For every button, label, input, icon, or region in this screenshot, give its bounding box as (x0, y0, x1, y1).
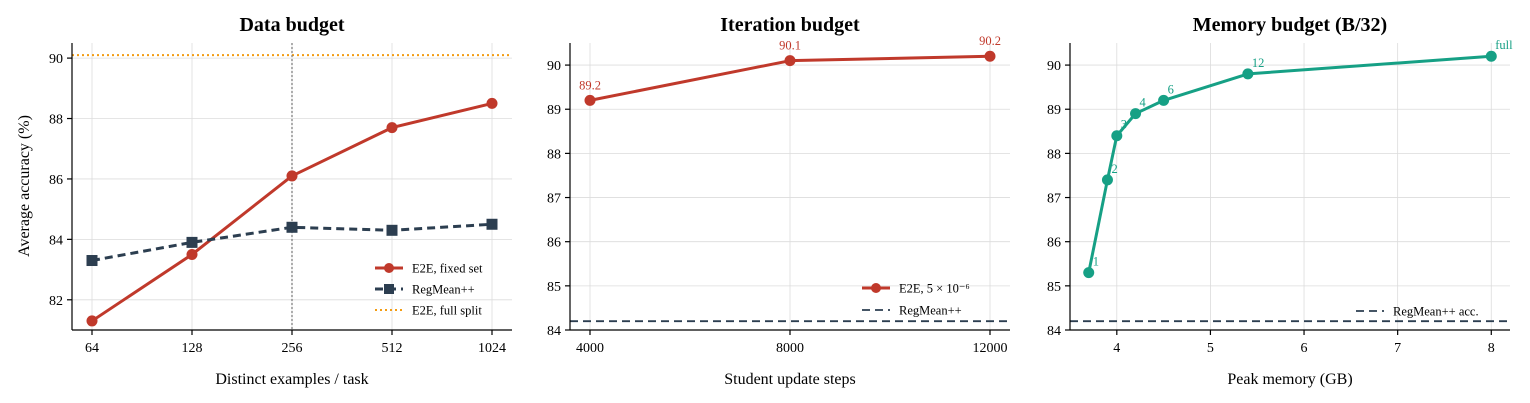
legend-label: RegMean++ (412, 283, 475, 297)
legend-label: RegMean++ (899, 304, 962, 318)
y-tick-label: 87 (547, 192, 561, 207)
data-point (1158, 94, 1170, 106)
data-label: 90.2 (979, 34, 1001, 48)
data-point (86, 315, 98, 327)
x-tick-label: 12000 (973, 341, 1008, 356)
x-tick-label: 256 (282, 341, 303, 356)
x-tick-label: 4 (1113, 341, 1120, 356)
x-tick-label: 128 (182, 341, 203, 356)
x-tick-label: 7 (1394, 341, 1401, 356)
data-point (186, 248, 198, 260)
y-tick-label: 85 (547, 280, 561, 295)
legend-label: E2E, fixed set (412, 262, 483, 276)
x-tick-label: 1024 (478, 341, 506, 356)
chart-title: Iteration budget (720, 14, 860, 36)
x-tick-label: 6 (1301, 341, 1308, 356)
chart-title: Data budget (239, 14, 344, 36)
data-point (1485, 50, 1497, 62)
y-tick-label: 89 (1047, 103, 1061, 118)
legend-label: E2E, full split (412, 304, 482, 318)
data-point (386, 122, 398, 134)
data-point (784, 55, 796, 67)
x-tick-label: 512 (382, 341, 403, 356)
data-point (386, 224, 398, 236)
y-tick-label: 84 (547, 324, 561, 339)
data-point (1111, 130, 1123, 142)
x-tick-label: 4000 (576, 341, 604, 356)
y-tick-label: 90 (547, 59, 561, 74)
chart-panel-1: Data budget 82 84 86 88 90 64 128 256 512 1024 Dist… (49, 14, 512, 388)
legend: E2E, 5 × 10⁻⁶ RegMean++ (862, 282, 970, 318)
data-label: 4 (1140, 96, 1147, 110)
chart-panel-2: Iteration budget 89.2 90.1 90.2 84 85 86 87 88 89… (547, 14, 1010, 388)
data-point (1242, 68, 1254, 80)
y-tick-label: 90 (1047, 59, 1061, 74)
legend-marker (384, 284, 394, 294)
y-tick-label: 84 (49, 233, 63, 248)
x-axis-label: Peak memory (GB) (1227, 371, 1352, 388)
data-label: full (1495, 38, 1513, 52)
x-tick-label: 64 (85, 341, 99, 356)
x-tick-label: 8 (1488, 341, 1495, 356)
x-tick-label: 5 (1207, 341, 1214, 356)
y-tick-label: 88 (49, 113, 63, 128)
y-tick-label: 86 (1047, 236, 1061, 251)
chart-panel-3: Memory budget (B/32)1234612full848586878… (1047, 14, 1513, 388)
data-label: 89.2 (579, 78, 601, 92)
legend: E2E, fixed set RegMean++ E2E, full split (375, 262, 483, 318)
x-axis-label: Student update steps (724, 371, 856, 388)
data-label: 6 (1168, 82, 1174, 96)
data-point (584, 94, 596, 106)
data-point (86, 255, 98, 267)
y-tick-label: 86 (49, 173, 63, 188)
y-tick-label: 89 (547, 103, 561, 118)
x-tick-label: 8000 (776, 341, 804, 356)
legend-marker (871, 283, 881, 293)
y-tick-label: 86 (547, 236, 561, 251)
x-axis-label: Distinct examples / task (215, 371, 368, 388)
data-point (486, 218, 498, 230)
data-point (186, 236, 198, 248)
y-tick-label: 82 (49, 294, 63, 309)
data-point (286, 221, 298, 233)
series-line-1 (1087, 54, 1492, 273)
data-label: 2 (1111, 162, 1117, 176)
y-tick-label: 85 (1047, 280, 1061, 295)
data-point (984, 50, 996, 62)
data-point (486, 97, 498, 109)
data-label: 12 (1252, 56, 1265, 70)
data-point (1083, 267, 1095, 279)
data-point (1130, 108, 1142, 120)
y-tick-label: 87 (1047, 192, 1061, 207)
data-label: 1 (1093, 255, 1099, 269)
y-tick-label: 90 (49, 52, 63, 67)
data-point (1101, 174, 1113, 186)
shared-y-axis-label: Average accuracy (%) (16, 115, 33, 257)
chart-title: Memory budget (B/32) (1193, 14, 1387, 36)
data-point (286, 170, 298, 182)
legend-marker (384, 263, 394, 273)
y-tick-label: 84 (1047, 324, 1061, 339)
legend: RegMean++ acc. (1356, 305, 1479, 319)
y-tick-label: 88 (1047, 147, 1061, 162)
data-label: 3 (1121, 118, 1127, 132)
y-tick-label: 88 (547, 147, 561, 162)
legend-label: E2E, 5 × 10⁻⁶ (899, 282, 970, 296)
data-label: 90.1 (779, 39, 801, 53)
legend-label: RegMean++ acc. (1393, 305, 1479, 319)
